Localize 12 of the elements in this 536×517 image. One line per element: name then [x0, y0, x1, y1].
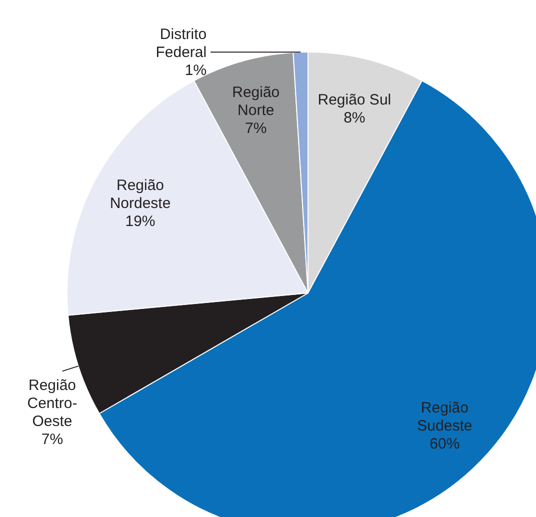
- data-label: 19%: [125, 212, 156, 230]
- slice-label: Região Sudeste: [417, 399, 472, 434]
- slice-label: Região Sul: [318, 90, 392, 108]
- data-label: 8%: [344, 108, 366, 126]
- slice-label: Região Norte: [232, 83, 280, 118]
- data-label: 60%: [430, 435, 460, 452]
- slice-label: Região Centro-Oeste: [27, 376, 78, 430]
- data-label: 7%: [245, 119, 267, 136]
- data-label: 7%: [41, 430, 64, 448]
- slice-label: Distrito Federal: [156, 26, 207, 61]
- data-label: 1%: [184, 62, 207, 79]
- slice-label: Região Nordeste: [110, 176, 171, 212]
